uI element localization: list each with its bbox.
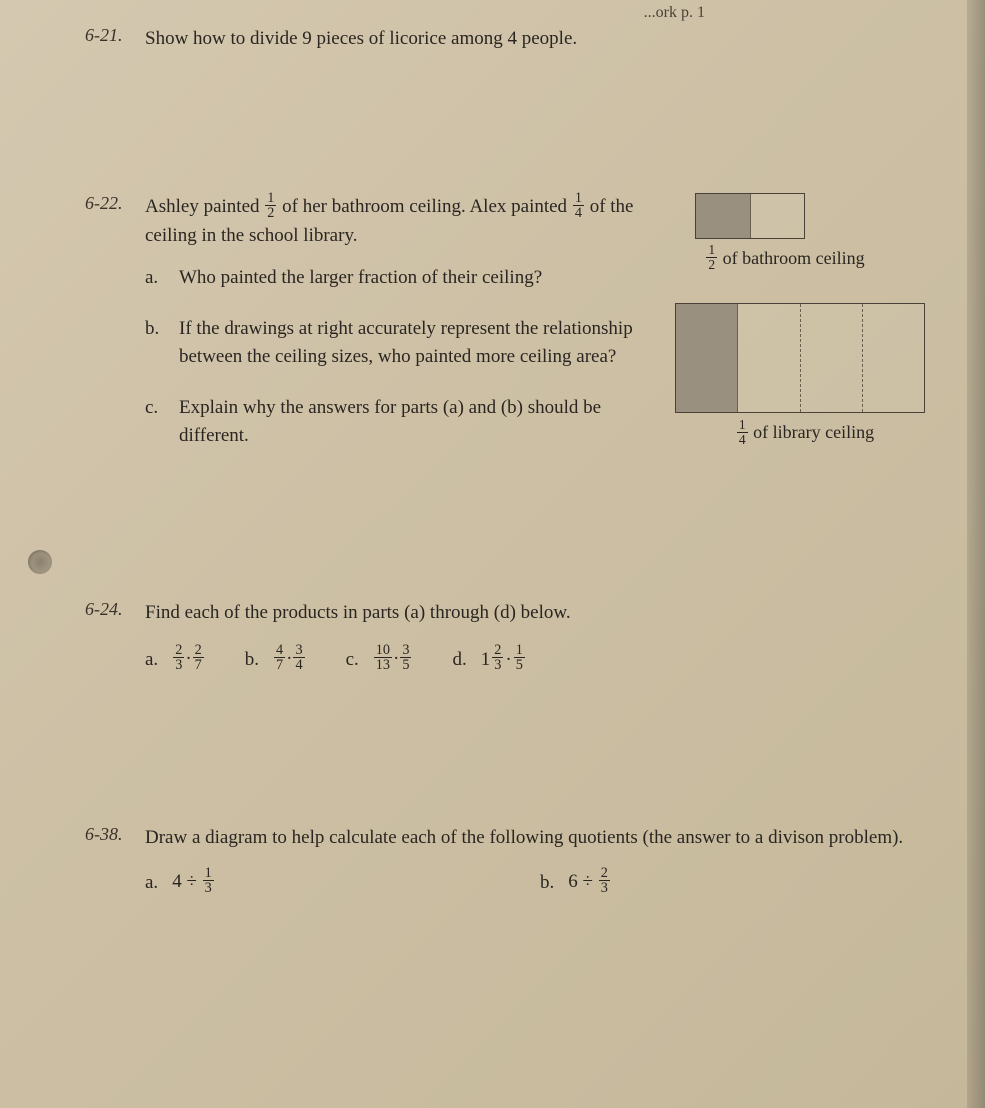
fraction-one-fourth: 14 [573,191,584,221]
option-a: a. 23·27 [145,645,205,675]
problem-number: 6-38. [85,824,127,897]
diagram-cell [863,304,924,412]
figure-bathroom: 12 of bathroom ceiling [695,193,935,274]
figure-library: 14 of library ceiling [675,303,935,448]
option-d: d. 123·15 [452,645,525,675]
diagram-cell [738,304,800,412]
problem-6-38: 6-38. Draw a diagram to help calculate e… [85,824,935,897]
problem-number: 6-21. [85,25,127,53]
fraction-one-half: 12 [265,191,276,221]
problem-intro: Ashley painted 12 of her bathroom ceilin… [145,193,655,250]
problem-6-24: 6-24. Find each of the products in parts… [85,599,935,674]
problem-6-22: 6-22. Ashley painted 12 of her bathroom … [85,193,935,450]
option-c: c. 1013·35 [346,645,413,675]
problem-text: Show how to divide 9 pieces of licorice … [145,25,935,53]
figure-caption: 14 of library ceiling [675,419,935,448]
sub-item-c: c. Explain why the answers for parts (a)… [145,394,655,449]
binder-hole [28,550,52,574]
problem-text: Find each of the products in parts (a) t… [145,599,935,627]
diagram-cell [801,304,863,412]
problem-number: 6-24. [85,599,127,674]
problem-number: 6-22. [85,193,127,450]
figure-caption: 12 of bathroom ceiling [675,245,895,274]
sub-item-a: a. Who painted the larger fraction of th… [145,264,655,292]
problem-6-21: 6-21. Show how to divide 9 pieces of lic… [85,25,935,53]
header-fragment: ...ork p. 1 [644,4,705,22]
sub-item-b: b. If the drawings at right accurately r… [145,315,655,370]
option-b: b. 47·34 [245,645,306,675]
option-a: a. 4 ÷ 13 [145,868,540,898]
diagram-bathroom-box [695,193,805,239]
diagram-cell-shaded [676,304,738,412]
diagram-cell [751,194,805,238]
page-edge-shadow [967,0,985,1108]
problem-text: Draw a diagram to help calculate each of… [145,824,935,852]
option-b: b. 6 ÷ 23 [540,868,935,898]
diagram-cell-shaded [696,194,751,238]
diagram-library-box [675,303,925,413]
